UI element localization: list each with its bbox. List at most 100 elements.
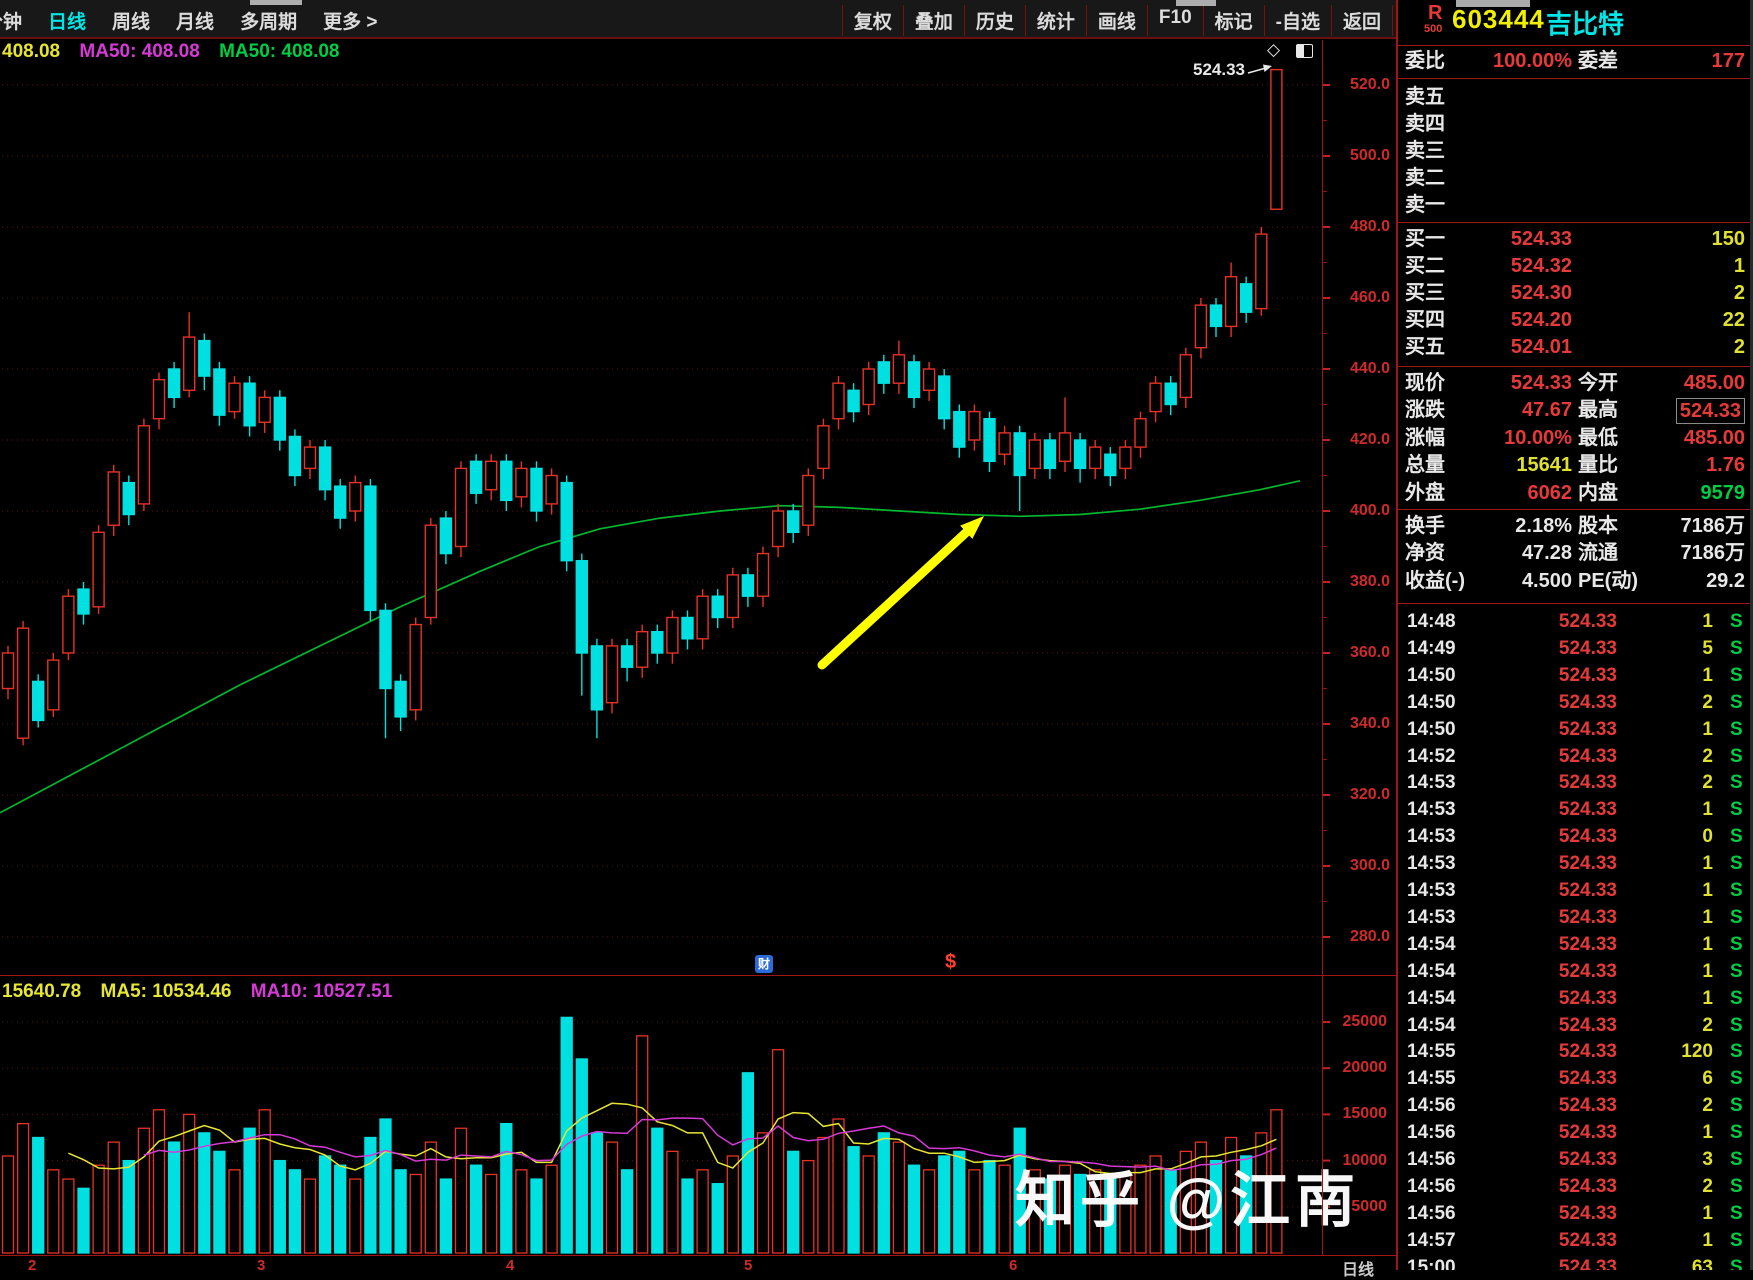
trade-cell: 524.33 bbox=[1558, 1149, 1617, 1170]
trade-cell: 524.33 bbox=[1558, 960, 1617, 982]
trade-cell: 1 bbox=[1702, 880, 1713, 901]
trade-row: 14:53 524.33 2 S bbox=[1397, 769, 1753, 796]
toolbar-button-5[interactable]: F10 bbox=[1146, 5, 1203, 36]
trade-cell: 524.33 bbox=[1558, 1202, 1617, 1224]
trade-cell: 524.33 bbox=[1558, 1175, 1617, 1197]
trade-row: 14:56 524.33 2 S bbox=[1397, 1173, 1753, 1200]
toolbar-button-8[interactable]: 返回 bbox=[1330, 5, 1393, 36]
trade-cell: S bbox=[1730, 1175, 1743, 1197]
period-tab-2[interactable]: 周线 bbox=[112, 12, 151, 33]
trade-cell: S bbox=[1730, 1014, 1743, 1036]
trade-cell: 15:00 bbox=[1407, 1256, 1456, 1270]
trade-row: 14:56 524.33 1 S bbox=[1397, 1119, 1753, 1146]
trade-cell: 524.33 bbox=[1558, 1095, 1617, 1117]
trade-row: 14:55 524.33 120 S bbox=[1397, 1038, 1753, 1065]
trade-cell: 524.33 bbox=[1558, 691, 1617, 713]
toolbar-button-0[interactable]: 复权 bbox=[841, 5, 903, 36]
panel-line bbox=[1397, 509, 1753, 510]
period-tab-0[interactable]: 分钟 bbox=[0, 12, 23, 33]
trade-cell: S bbox=[1730, 1229, 1743, 1251]
trade-cell: S bbox=[1730, 772, 1743, 794]
trade-row: 14:54 524.33 2 S bbox=[1397, 1012, 1753, 1039]
toolbar-button-1[interactable]: 叠加 bbox=[902, 5, 964, 36]
stat-cell: 29.2 bbox=[1706, 569, 1745, 592]
trade-cell: 524.33 bbox=[1558, 906, 1617, 928]
buy-row-0-volume: 150 bbox=[1711, 228, 1745, 250]
trade-cell: 1 bbox=[1702, 960, 1713, 982]
toolbar-divider bbox=[0, 37, 1397, 39]
ma-info-line: 408.08 MA50: 408.08 MA50: 408.08 bbox=[2, 41, 340, 63]
trade-row: 14:56 524.33 3 S bbox=[1397, 1146, 1753, 1173]
price-tick-label: 500.0 bbox=[1349, 147, 1390, 164]
trade-cell: 14:48 bbox=[1407, 611, 1456, 632]
price-tick-label: 520.0 bbox=[1349, 76, 1390, 93]
period-label: 日线 bbox=[1342, 1262, 1375, 1279]
buy-row-1: 买二 524.32 1 bbox=[1397, 253, 1753, 280]
trade-row: 14:49 524.33 5 S bbox=[1397, 635, 1753, 662]
toolbar-button-4[interactable]: 画线 bbox=[1085, 5, 1147, 36]
toolbar-button-3[interactable]: 统计 bbox=[1024, 5, 1086, 36]
period-tab-5[interactable]: 更多 > bbox=[323, 12, 378, 33]
tick-trade-list[interactable]: 14:48 524.33 1 S 14:49 524.33 5 S 14:50 524.33 1 S 1… bbox=[1397, 606, 1753, 1270]
trade-cell: 14:53 bbox=[1407, 799, 1456, 821]
stat-cell: 485.00 bbox=[1683, 426, 1745, 449]
trade-cell: 14:53 bbox=[1407, 880, 1456, 901]
trade-cell: 524.33 bbox=[1558, 1014, 1617, 1036]
trade-row: 14:50 524.33 1 S bbox=[1397, 662, 1753, 689]
window-fragment bbox=[1456, 0, 1530, 7]
trade-row: 14:57 524.33 1 S bbox=[1397, 1227, 1753, 1254]
trade-cell: 0 bbox=[1702, 826, 1713, 848]
diamond-marker-icon[interactable]: ◇ bbox=[1267, 40, 1281, 59]
buy-row-0: 买一 524.33 150 bbox=[1397, 226, 1753, 253]
trade-cell: 5 bbox=[1702, 637, 1713, 659]
trade-cell: 524.33 bbox=[1558, 853, 1617, 875]
price-tick-label: 360.0 bbox=[1349, 644, 1390, 661]
trade-cell: 524.33 bbox=[1558, 987, 1617, 1009]
trade-row: 14:52 524.33 2 S bbox=[1397, 743, 1753, 770]
buy-row-0-label: 买一 bbox=[1405, 228, 1445, 250]
trade-cell: 1 bbox=[1702, 1202, 1713, 1224]
period-tab-3[interactable]: 月线 bbox=[176, 12, 215, 33]
trade-cell: S bbox=[1730, 1068, 1743, 1090]
volume-tick-label: 15000 bbox=[1342, 1105, 1388, 1123]
panel-line bbox=[1397, 222, 1753, 223]
trade-row: 14:54 524.33 1 S bbox=[1397, 958, 1753, 985]
toolbar-button-2[interactable]: 历史 bbox=[963, 5, 1025, 36]
trade-row: 14:53 524.33 1 S bbox=[1397, 850, 1753, 877]
trade-row: 14:48 524.33 1 S bbox=[1397, 608, 1753, 635]
period-tab-1[interactable]: 日线 bbox=[48, 12, 87, 33]
period-tab-4[interactable]: 多周期 bbox=[240, 12, 298, 33]
price-tick-label: 480.0 bbox=[1349, 218, 1390, 235]
stat-cell: 股本 bbox=[1578, 515, 1618, 537]
stat-row-3: 总量 15641 量比 1.76 bbox=[1397, 452, 1753, 479]
stat-cell: 内盘 bbox=[1578, 481, 1618, 504]
month-label: 3 bbox=[257, 1257, 266, 1274]
weicha-label: 委差 bbox=[1578, 50, 1618, 72]
trade-cell: 2 bbox=[1702, 691, 1713, 713]
rights-marker: R bbox=[1428, 2, 1443, 24]
month-label: 2 bbox=[28, 1257, 37, 1274]
weibi-value: 100.00% bbox=[1493, 50, 1572, 72]
trade-cell: S bbox=[1730, 826, 1743, 848]
price-tick-label: 340.0 bbox=[1349, 715, 1390, 732]
toolbar-button-6[interactable]: 标记 bbox=[1202, 5, 1264, 36]
sell-row-0-label: 卖五 bbox=[1405, 86, 1445, 108]
sell-row-3: 卖二 bbox=[1397, 165, 1753, 192]
trade-cell: 14:56 bbox=[1407, 1149, 1456, 1170]
buy-row-4-label: 买五 bbox=[1405, 336, 1445, 358]
panel-line bbox=[1397, 603, 1753, 604]
trade-cell: 14:50 bbox=[1407, 691, 1456, 713]
trade-cell: 524.33 bbox=[1558, 1229, 1617, 1251]
buy-row-3-volume: 22 bbox=[1722, 309, 1745, 331]
trade-cell: 14:50 bbox=[1407, 718, 1456, 740]
stat-cell: PE(动) bbox=[1578, 569, 1638, 592]
toolbar-button-7[interactable]: -自选 bbox=[1263, 5, 1331, 36]
price-tick-label: 280.0 bbox=[1349, 928, 1390, 945]
month-label: 4 bbox=[506, 1257, 515, 1274]
stat-row-4: 外盘 6062 内盘 9579 bbox=[1397, 480, 1753, 507]
stat-cell: 7186万 bbox=[1680, 542, 1746, 565]
panel-toggle-icon[interactable] bbox=[1296, 44, 1313, 58]
trade-cell: 2 bbox=[1702, 1014, 1713, 1036]
trade-cell: 524.33 bbox=[1558, 880, 1617, 901]
